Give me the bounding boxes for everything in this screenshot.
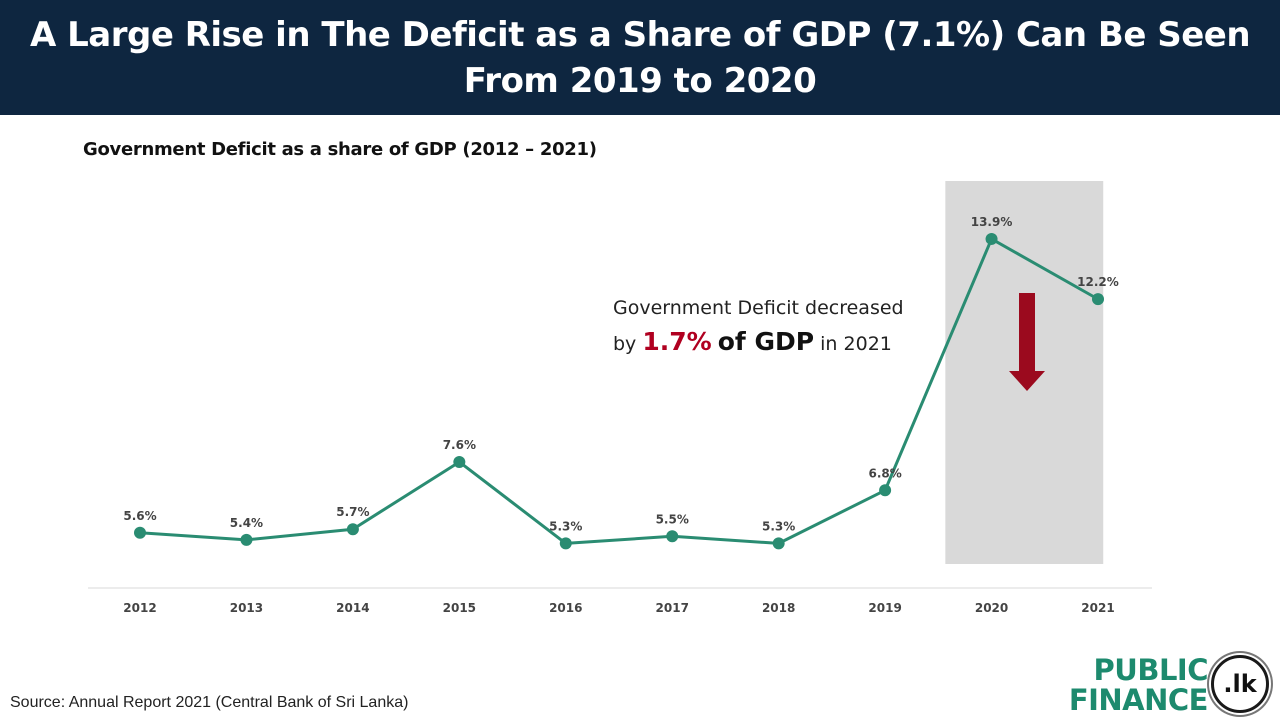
data-label-2016: 5.3%: [549, 519, 582, 533]
x-tick-2019: 2019: [868, 601, 901, 615]
data-label-2015: 7.6%: [443, 438, 476, 452]
data-label-2021: 12.2%: [1077, 275, 1119, 289]
annotation-line-1: Government Deficit decreased: [613, 297, 904, 319]
down-arrow-icon: [1009, 293, 1045, 391]
logo-text: PUBLIC FINANCE: [1068, 653, 1209, 717]
header-banner: A Large Rise in The Deficit as a Share o…: [0, 0, 1280, 115]
x-tick-2012: 2012: [123, 601, 156, 615]
data-point-2013: [240, 533, 253, 546]
source-note: Source: Annual Report 2021 (Central Bank…: [10, 694, 409, 711]
data-point-2016: [559, 537, 572, 550]
annotation: Government Deficit decreased by 1.7% of …: [613, 291, 973, 361]
data-label-2017: 5.5%: [656, 512, 689, 526]
logo-line-1: PUBLIC: [1093, 653, 1209, 687]
x-tick-2020: 2020: [975, 601, 1008, 615]
data-label-2013: 5.4%: [230, 516, 263, 530]
chart-title: Government Deficit as a share of GDP (20…: [83, 139, 597, 160]
x-tick-2015: 2015: [443, 601, 476, 615]
data-point-2021: [1092, 293, 1104, 306]
logo-badge-icon: .lk: [1211, 655, 1269, 713]
data-point-2018: [772, 537, 785, 550]
data-point-2015: [453, 455, 466, 468]
page-title: A Large Rise in The Deficit as a Share o…: [29, 14, 1251, 101]
x-tick-2021: 2021: [1081, 601, 1114, 615]
annotation-value: 1.7%: [642, 327, 712, 356]
series-line: [139, 237, 1099, 545]
annotation-suffix: in 2021: [820, 333, 892, 355]
data-label-2018: 5.3%: [762, 519, 795, 533]
data-point-2019: [879, 484, 892, 497]
data-point-2014: [346, 523, 359, 536]
logo-line-2: FINANCE: [1068, 683, 1209, 717]
x-tick-2016: 2016: [549, 601, 582, 615]
data-point-2017: [666, 530, 679, 543]
annotation-by: by: [613, 333, 637, 355]
annotation-line-2: by 1.7% of GDP in 2021: [613, 325, 973, 361]
data-label-2012: 5.6%: [123, 509, 156, 523]
data-label-2019: 6.8%: [868, 466, 901, 480]
data-label-2020: 13.9%: [971, 215, 1013, 229]
data-label-2014: 5.7%: [336, 505, 369, 519]
data-point-2020: [985, 232, 998, 245]
x-tick-2013: 2013: [230, 601, 263, 615]
publicfinance-logo: PUBLIC FINANCE .lk: [1068, 655, 1274, 717]
x-tick-2017: 2017: [656, 601, 689, 615]
x-tick-2014: 2014: [336, 601, 369, 615]
annotation-of-gdp: of GDP: [717, 327, 815, 356]
data-point-2012: [134, 526, 146, 539]
x-tick-2018: 2018: [762, 601, 795, 615]
logo-badge-text: .lk: [1223, 670, 1257, 698]
